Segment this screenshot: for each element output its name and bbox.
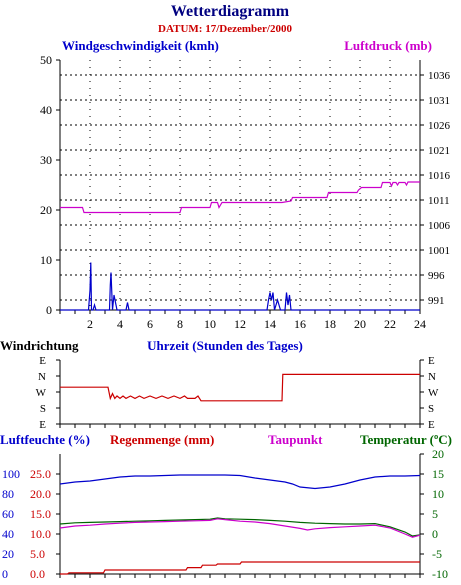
humidity-tick-label: 100 (2, 467, 20, 481)
humidity-rain-temperature-panel: 0 20 40 60 80 100 0.0 5.0 10.0 15.0 20.0 25.0 -10 -5 0… (2, 447, 448, 581)
direction-tick-label: E (39, 355, 46, 367)
chart-subtitle: DATUM: 17/Dezember/2000 (158, 23, 292, 35)
wind-speed-tick-label: 50 (40, 53, 52, 67)
pressure-line (60, 181, 420, 214)
direction-tick-label: N (428, 371, 436, 383)
humidity-tick-label: 60 (2, 507, 14, 521)
rain-tick-label: 15.0 (30, 507, 51, 521)
hour-tick-label: 12 (234, 317, 246, 331)
humidity-line (59, 474, 421, 490)
direction-tick-label: E (39, 419, 46, 431)
wind-speed-tick-label: 20 (40, 203, 52, 217)
rain-tick-label: 5.0 (30, 547, 45, 561)
pressure-tick-label: 1031 (428, 95, 450, 107)
temperature-line (59, 517, 421, 537)
humidity-tick-label: 20 (2, 547, 14, 561)
humidity-tick-label: 0 (2, 567, 8, 581)
hour-tick-label: 22 (384, 317, 396, 331)
hour-tick-label: 10 (204, 317, 216, 331)
hour-tick-label: 14 (264, 317, 276, 331)
temperature-tick-label: 10 (432, 487, 444, 501)
temperature-tick-label: 0 (432, 527, 438, 541)
temperature-tick-label: 5 (432, 507, 438, 521)
pressure-tick-label: 1001 (428, 245, 450, 257)
direction-tick-label: S (40, 403, 46, 415)
pressure-tick-label: 1011 (428, 195, 450, 207)
chart-title: Wetterdiagramm (171, 3, 290, 20)
rain-tick-label: 10.0 (30, 527, 51, 541)
hour-tick-label: 24 (414, 317, 426, 331)
dewpoint-line (59, 518, 421, 538)
wind-direction-label: Windrichtung (0, 338, 79, 353)
rain-tick-label: 25.0 (30, 467, 51, 481)
wind-speed-tick-label: 0 (46, 303, 52, 317)
pressure-axis-label: Luftdruck (mb) (344, 38, 432, 53)
direction-tick-label: E (428, 419, 435, 431)
pressure-tick-label: 1036 (428, 70, 451, 82)
temperature-tick-label: 20 (432, 447, 444, 461)
direction-tick-label: E (428, 355, 435, 367)
direction-tick-label: W (428, 387, 439, 399)
wind-direction-panel: E EN NW WS SE E (36, 355, 439, 431)
pressure-tick-label: 1021 (428, 145, 450, 157)
wind-speed-axis-label: Windgeschwindigkeit (kmh) (62, 38, 219, 53)
hour-tick-label: 6 (147, 317, 153, 331)
wind-pressure-panel: 0102030405099199610011006101110161021102… (40, 53, 451, 331)
pressure-tick-label: 1026 (428, 120, 451, 132)
wind-speed-line (60, 262, 420, 311)
humidity-axis-label: Luftfeuchte (%) (0, 432, 90, 447)
hour-tick-label: 8 (177, 317, 183, 331)
hour-tick-label: 16 (294, 317, 306, 331)
direction-tick-label: W (36, 387, 47, 399)
time-axis-label: Uhrzeit (Stunden des Tages) (147, 338, 303, 353)
rain-line (60, 561, 420, 575)
hour-tick-label: 20 (354, 317, 366, 331)
rain-axis-label: Regenmenge (mm) (110, 432, 214, 447)
direction-tick-label: S (428, 403, 434, 415)
temperature-axis-label: Temperatur (ºC) (360, 432, 452, 447)
temperature-tick-label: -10 (432, 567, 448, 581)
hour-tick-label: 2 (87, 317, 93, 331)
temperature-tick-label: -5 (432, 547, 442, 561)
rain-tick-label: 20.0 (30, 487, 51, 501)
hour-tick-label: 4 (117, 317, 123, 331)
wind-speed-tick-label: 10 (40, 253, 52, 267)
dewpoint-label: Taupunkt (268, 432, 323, 447)
direction-tick-label: N (38, 371, 46, 383)
humidity-tick-label: 40 (2, 527, 14, 541)
pressure-tick-label: 991 (428, 295, 445, 307)
pressure-tick-label: 1006 (428, 220, 451, 232)
rain-tick-label: 0.0 (30, 567, 45, 581)
temperature-tick-label: 15 (432, 467, 444, 481)
hour-tick-label: 18 (324, 317, 336, 331)
wind-speed-tick-label: 40 (40, 103, 52, 117)
humidity-tick-label: 80 (2, 487, 14, 501)
pressure-tick-label: 996 (428, 270, 445, 282)
wind-direction-line (60, 373, 420, 402)
wind-speed-tick-label: 30 (40, 153, 52, 167)
pressure-tick-label: 1016 (428, 170, 451, 182)
